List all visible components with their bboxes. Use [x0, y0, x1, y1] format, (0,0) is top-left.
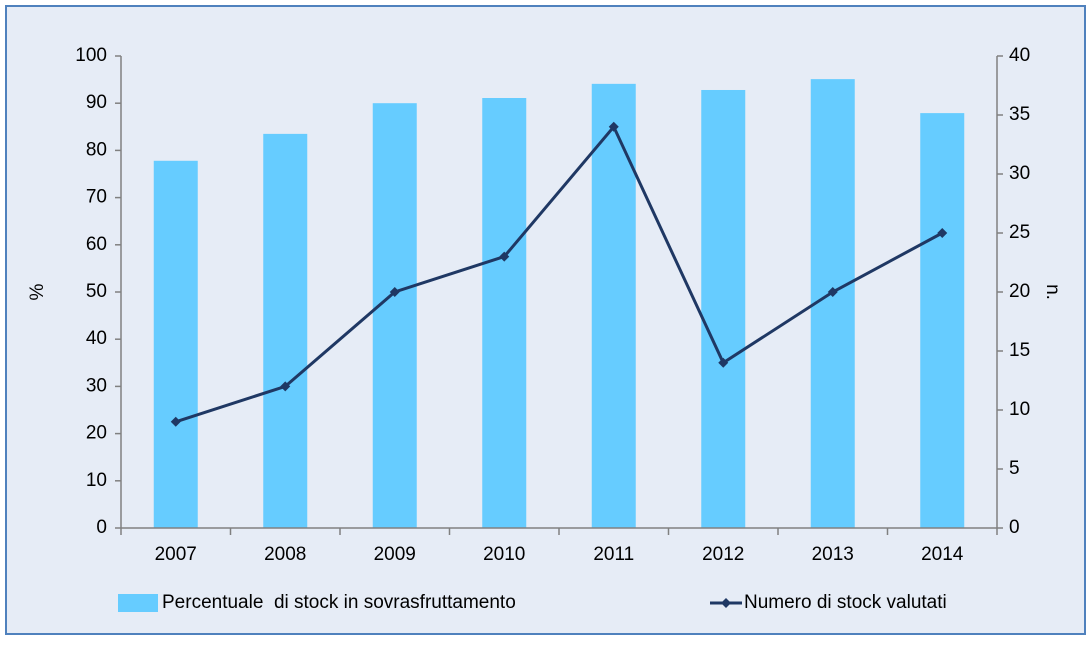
bar: [591, 83, 636, 529]
y2-tick-label: 40: [1009, 45, 1030, 66]
y-tick-label: 20: [86, 423, 107, 444]
y-tick-label: 0: [96, 517, 107, 538]
x-tick-label: 2013: [812, 544, 854, 565]
y-tick-label: 100: [75, 45, 107, 66]
legend-label: Numero di stock valutati: [744, 592, 947, 613]
y-tick-label: 60: [86, 234, 107, 255]
y-tick-label: 50: [86, 281, 107, 302]
legend-marker: [721, 598, 731, 608]
x-tick-label: 2014: [921, 544, 964, 565]
y2-tick-label: 5: [1009, 458, 1020, 479]
bar: [372, 103, 417, 528]
y2-tick-label: 0: [1009, 517, 1020, 538]
y2-tick-label: 20: [1009, 281, 1030, 302]
legend-label: Percentuale di stock in sovrasfruttament…: [162, 592, 516, 613]
y2-tick-label: 25: [1009, 222, 1030, 243]
x-tick-label: 2010: [483, 544, 525, 565]
y2-axis-label: n.: [1042, 284, 1063, 300]
x-tick-label: 2011: [593, 544, 634, 565]
x-tick-label: 2008: [264, 544, 306, 565]
bar: [263, 133, 308, 528]
line-marker: [389, 287, 400, 297]
bar: [810, 79, 855, 529]
y-axis-label: %: [27, 283, 48, 300]
y2-tick-label: 35: [1009, 104, 1030, 125]
y-tick-label: 40: [86, 328, 107, 349]
x-tick-label: 2012: [702, 544, 744, 565]
bar: [153, 160, 198, 528]
line-marker: [827, 287, 838, 297]
line-marker: [608, 121, 619, 132]
legend-swatch: [118, 594, 158, 612]
bar: [701, 89, 746, 528]
x-tick-label: 2007: [155, 544, 197, 565]
bar: [920, 113, 965, 528]
line: [175, 124, 943, 424]
y-tick-label: 80: [86, 139, 107, 160]
line-marker: [280, 381, 291, 392]
y2-tick-label: 10: [1009, 399, 1030, 420]
line-marker: [718, 357, 729, 368]
y-tick-label: 90: [86, 92, 107, 113]
bar: [482, 98, 527, 529]
line-marker: [937, 228, 948, 238]
y-tick-label: 30: [86, 375, 107, 396]
y2-tick-label: 30: [1009, 163, 1030, 184]
x-tick-label: 2009: [374, 544, 416, 565]
y-tick-label: 10: [86, 470, 107, 491]
y-tick-label: 70: [86, 187, 107, 208]
y2-tick-label: 15: [1009, 340, 1030, 361]
line-marker: [499, 251, 510, 262]
line-marker: [170, 416, 181, 427]
